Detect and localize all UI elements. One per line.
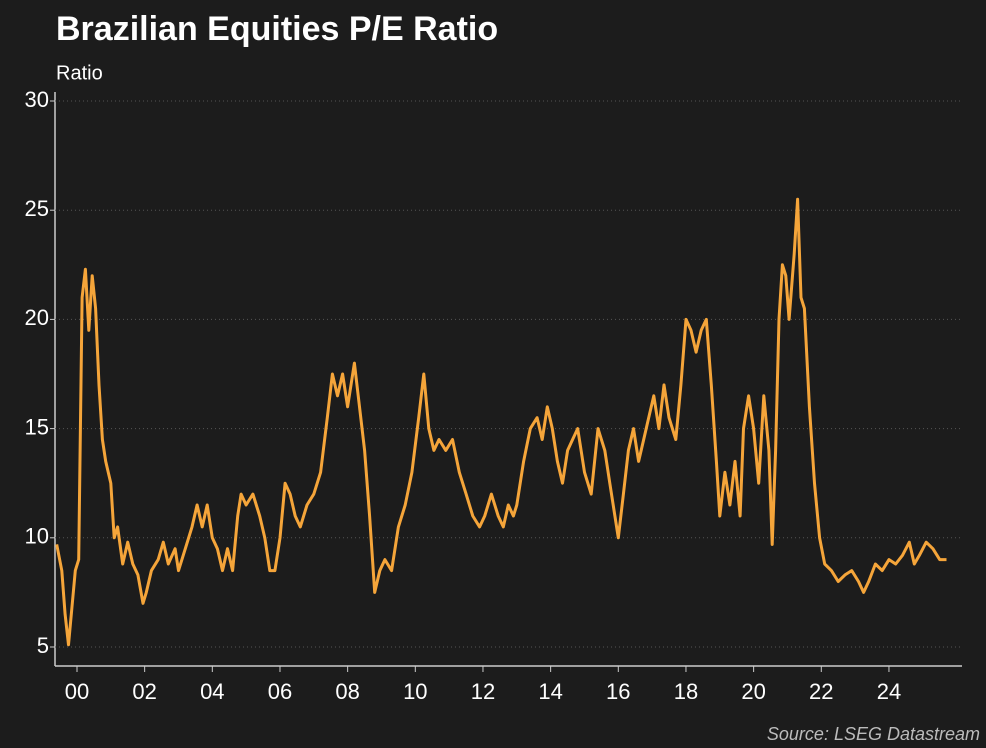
x-tick-label: 02 <box>132 679 156 704</box>
y-tick-label: 30 <box>25 87 49 112</box>
y-tick-label: 20 <box>25 305 49 330</box>
y-tick-label: 10 <box>25 524 49 549</box>
x-tick-label: 14 <box>538 679 562 704</box>
x-tick-label: 16 <box>606 679 630 704</box>
y-tick-label: 25 <box>25 196 49 221</box>
x-tick-label: 12 <box>471 679 495 704</box>
x-tick-label: 04 <box>200 679 224 704</box>
x-tick-label: 08 <box>335 679 359 704</box>
y-tick-label: 5 <box>37 633 49 658</box>
pe-line <box>55 197 947 647</box>
chart-subtitle: Ratio <box>56 62 103 84</box>
chart-title: Brazilian Equities P/E Ratio <box>56 10 498 48</box>
x-tick-label: 06 <box>268 679 292 704</box>
x-tick-label: 10 <box>403 679 427 704</box>
x-tick-label: 22 <box>809 679 833 704</box>
x-tick-label: 18 <box>674 679 698 704</box>
x-tick-label: 24 <box>877 679 901 704</box>
x-tick-label: 20 <box>741 679 765 704</box>
x-tick-label: 00 <box>65 679 89 704</box>
source-note: Source: LSEG Datastream <box>767 724 980 744</box>
y-tick-label: 15 <box>25 414 49 439</box>
